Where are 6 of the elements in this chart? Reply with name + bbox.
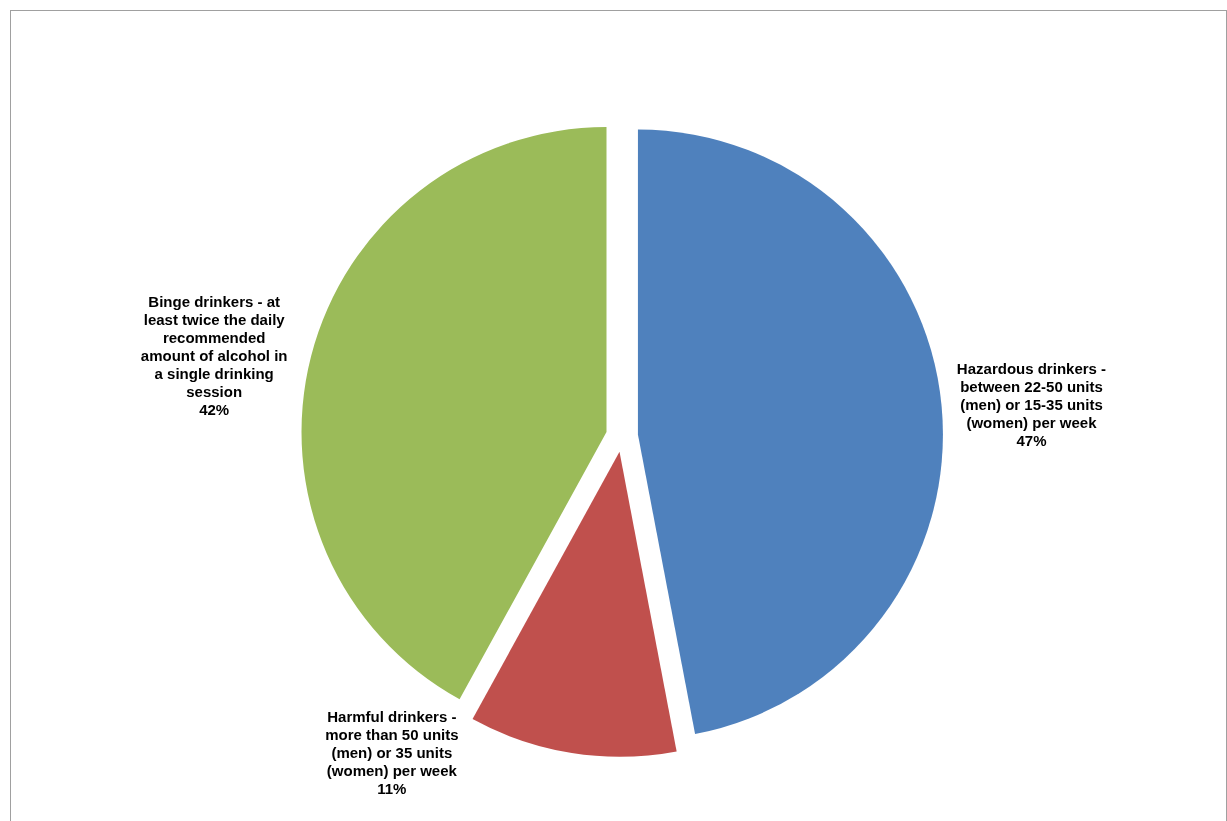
slice-label: Binge drinkers - at least twice the daily recommended amount of alcohol in a single drinking session <box>140 292 288 400</box>
data-label: 42% <box>199 400 230 418</box>
data-label: 47% <box>1016 432 1047 450</box>
slice-label: Hazardous drinkers - between 22-50 units (men) or 15-35 units (women) per week <box>956 360 1107 432</box>
slice-label: Harmful drinkers - more than 50 units (men) or 35 units (women) per week <box>325 707 459 779</box>
data-label: 11% <box>377 779 407 797</box>
